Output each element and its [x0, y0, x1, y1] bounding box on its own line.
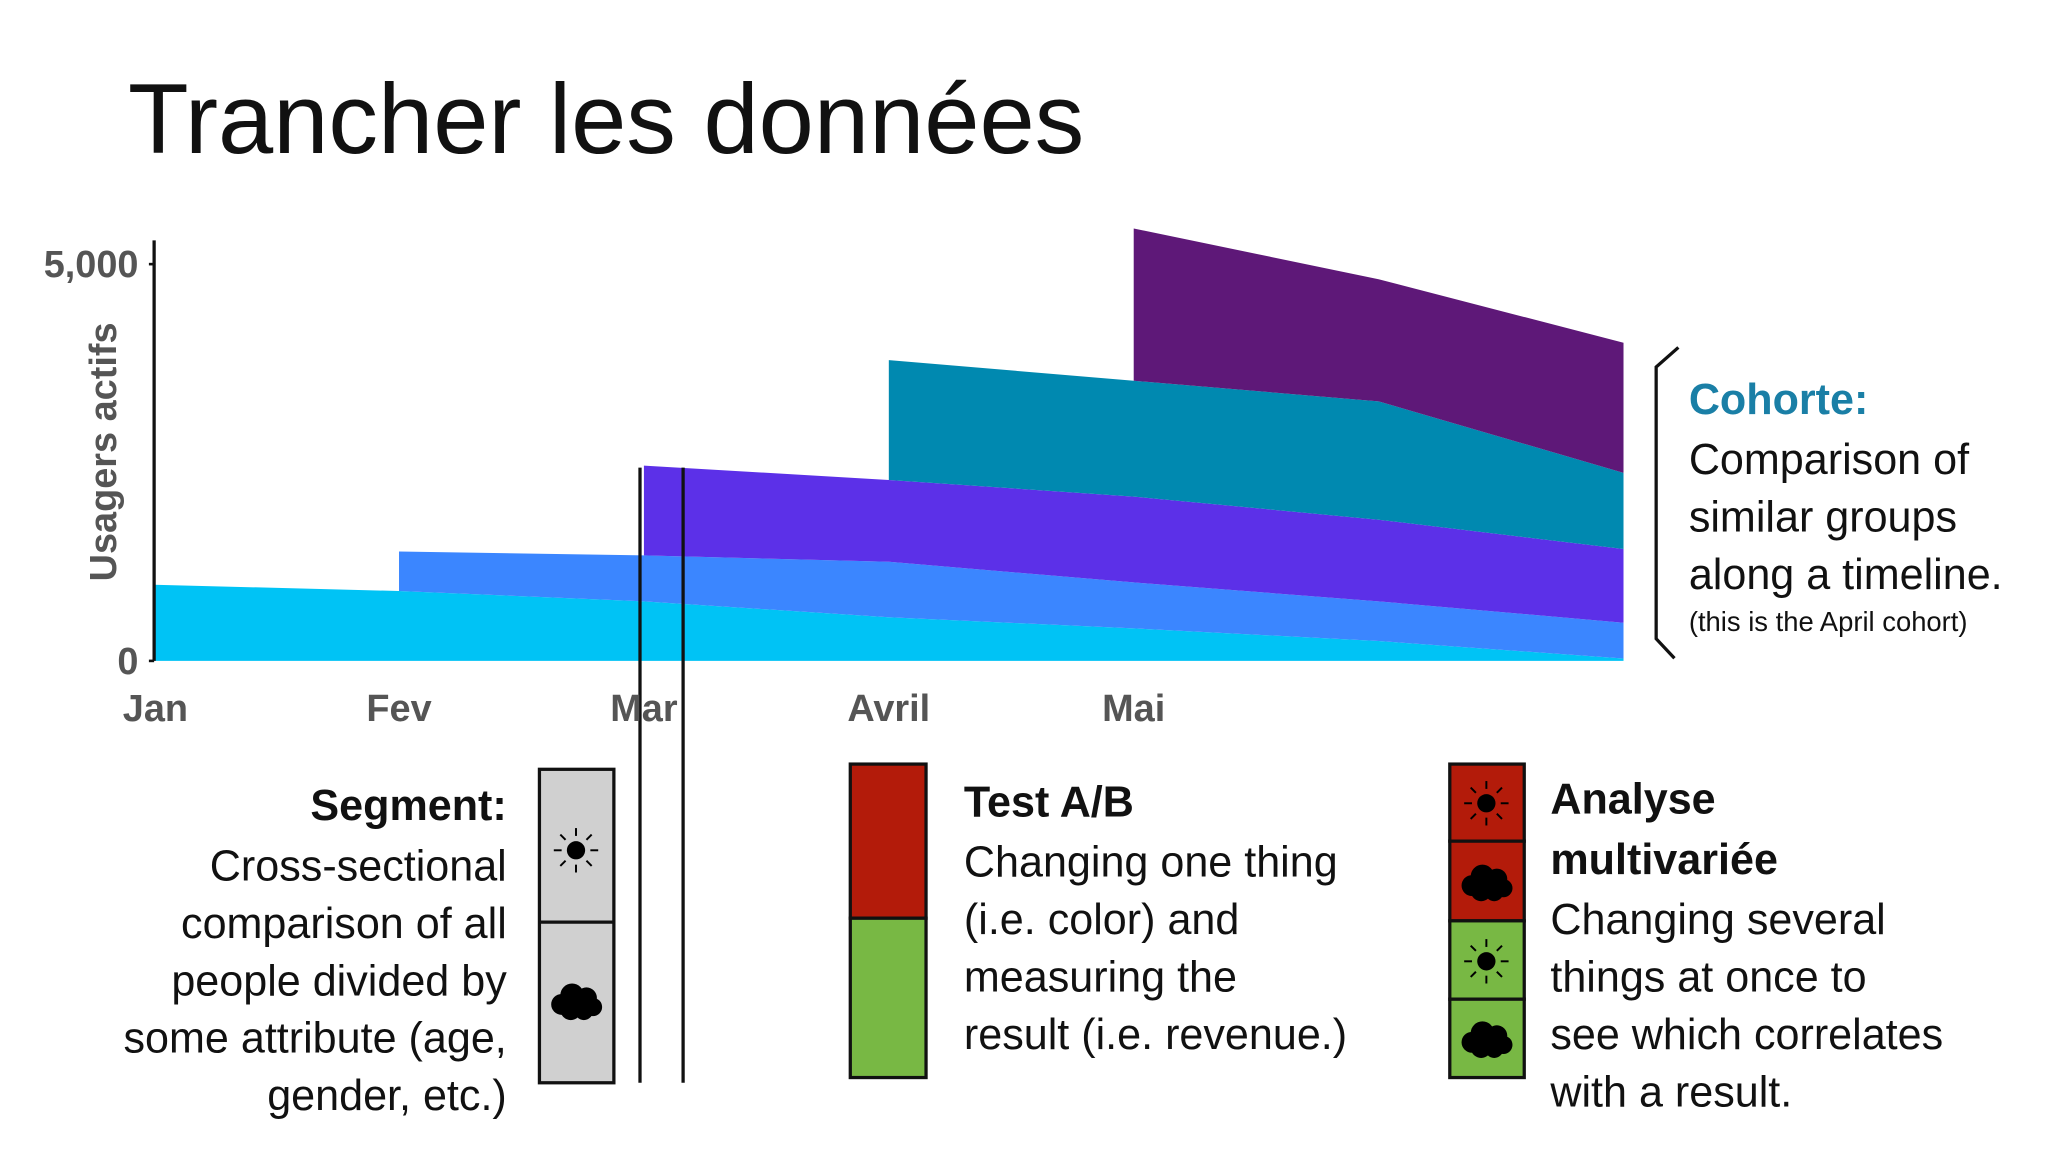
cohort-note: (this is the April cohort) — [1689, 606, 1968, 637]
body-line: things at once to — [1550, 953, 1866, 1001]
body-line: similar groups — [1689, 494, 1957, 542]
area — [399, 551, 1624, 659]
mv-text: Changing several things at once to see whi… — [1549, 896, 1943, 1116]
segment-text: Cross-sectional comparison of all people d… — [124, 842, 508, 1120]
body-line: measuring the — [964, 953, 1237, 1001]
x-tick-label: Jan — [123, 688, 188, 730]
bracket — [1654, 346, 1680, 660]
ab-title: Test A/B — [964, 778, 1134, 826]
x-tick-label: Fev — [366, 688, 431, 730]
body-line: with a result. — [1549, 1068, 1792, 1116]
mv-title: multivariée — [1550, 836, 1778, 884]
cohort-text: Comparison of similar groups along a timel… — [1689, 436, 2003, 599]
body-line: Changing one thing — [964, 838, 1338, 886]
sun-icon — [552, 827, 600, 874]
ab-green — [848, 916, 928, 1080]
body-line: Comparison of — [1689, 436, 1970, 484]
area — [1133, 228, 1624, 473]
body-line: Changing several — [1550, 896, 1885, 944]
sun-icon — [1463, 780, 1510, 827]
body-line: comparison of all — [181, 900, 507, 948]
area — [154, 584, 1624, 661]
area — [643, 465, 1624, 623]
x-tick-label: Mar — [610, 688, 678, 730]
y-axis-label: Usagers actifs — [83, 322, 125, 581]
cohort-title: Cohorte: — [1689, 376, 1869, 424]
x-tick-label: Mai — [1102, 688, 1165, 730]
body-line: people divided by — [171, 957, 507, 1005]
plot — [154, 228, 1624, 661]
body-line: result (i.e. revenue.) — [964, 1011, 1347, 1059]
body-line: some attribute (age, — [124, 1015, 507, 1063]
segment-box — [537, 767, 616, 1085]
body-line: along a timeline. — [1689, 551, 2003, 599]
body-line: (i.e. color) and — [964, 896, 1239, 944]
area — [888, 360, 1624, 549]
body-line: see which correlates — [1550, 1011, 1943, 1059]
ab-red — [848, 762, 928, 920]
slide-title: Trancher les données — [128, 64, 1084, 175]
ab-text: Changing one thing (i.e. color) and measur… — [964, 838, 1347, 1058]
y-tick-label: 5,000 — [44, 244, 139, 286]
body-line: gender, etc.) — [267, 1072, 507, 1120]
mv-title: Analyse — [1550, 776, 1715, 824]
y-tick-label: 0 — [117, 641, 138, 683]
x-tick-label: Avril — [847, 688, 930, 730]
body-line: Cross-sectional — [210, 842, 507, 890]
segment-title: Segment: — [310, 782, 506, 830]
sun-icon — [1463, 938, 1510, 985]
